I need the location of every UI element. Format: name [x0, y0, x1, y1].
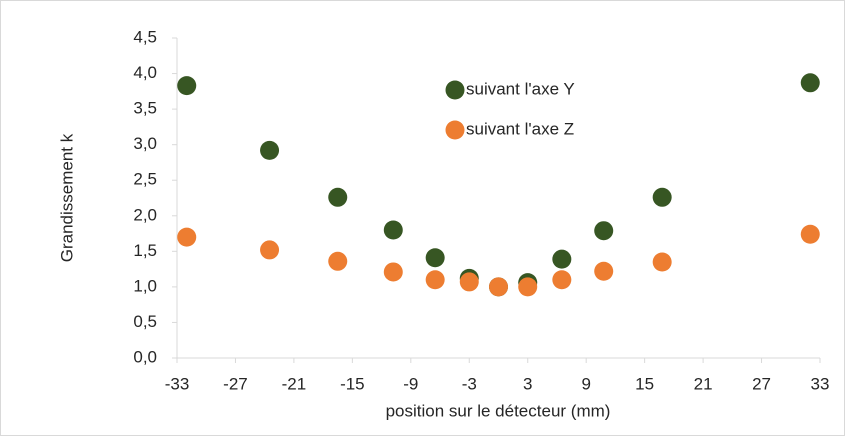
x-tick-label: 9: [581, 374, 590, 393]
x-axis-title: position sur le détecteur (mm): [386, 401, 611, 420]
data-point: [552, 249, 572, 269]
legend-label: suivant l'axe Z: [466, 119, 574, 138]
x-tick-label: 21: [694, 374, 713, 393]
data-point: [328, 187, 348, 207]
y-tick-label: 0,5: [133, 312, 157, 331]
data-point: [800, 224, 820, 244]
y-tick-label: 3,5: [133, 99, 157, 118]
data-point: [552, 270, 572, 290]
x-tick-label: -9: [403, 374, 418, 393]
data-point: [383, 220, 403, 240]
legend-marker: [445, 120, 465, 140]
x-tick-label: -15: [340, 374, 365, 393]
y-tick-label: 1,5: [133, 241, 157, 260]
x-tick-label: -3: [462, 374, 477, 393]
data-point: [177, 76, 197, 96]
y-tick-label: 4,0: [133, 63, 157, 82]
y-tick-label: 0,0: [133, 347, 157, 366]
data-point: [652, 187, 672, 207]
data-point: [260, 240, 280, 260]
x-tick-label: -21: [282, 374, 307, 393]
legend-marker: [445, 80, 465, 100]
x-tick-label: -27: [223, 374, 248, 393]
x-tick-label: 15: [635, 374, 654, 393]
x-tick-label: 27: [752, 374, 771, 393]
data-point: [594, 221, 614, 241]
legend-label: suivant l'axe Y: [466, 79, 575, 98]
data-point: [383, 262, 403, 282]
y-axis-title: Grandissement k: [57, 133, 76, 262]
y-tick-label: 2,5: [133, 170, 157, 189]
y-tick-label: 1,0: [133, 276, 157, 295]
y-tick-label: 3,0: [133, 134, 157, 153]
y-tick-label: 4,5: [133, 27, 157, 46]
x-tick-label: 3: [523, 374, 532, 393]
data-point: [489, 277, 508, 297]
data-point: [800, 73, 820, 93]
data-point: [518, 277, 538, 297]
data-point: [328, 251, 348, 271]
data-point: [260, 140, 280, 160]
data-point: [425, 270, 445, 290]
y-tick-label: 2,0: [133, 205, 157, 224]
data-point: [459, 272, 479, 292]
data-point: [594, 261, 614, 281]
data-point: [652, 252, 672, 272]
data-point: [177, 227, 197, 247]
data-point: [425, 248, 445, 268]
x-tick-label: 33: [811, 374, 830, 393]
x-tick-label: -33: [165, 374, 190, 393]
